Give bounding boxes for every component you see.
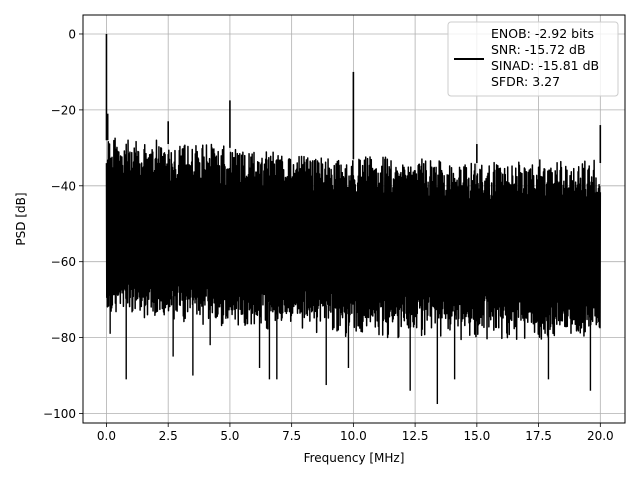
y-tick-label: −100: [43, 407, 76, 421]
x-tick-label: 17.5: [525, 429, 552, 443]
x-tick-label: 15.0: [463, 429, 490, 443]
x-tick-label: 0.0: [97, 429, 116, 443]
legend-entry-sfdr: SFDR: 3.27: [491, 74, 560, 89]
legend: ENOB: -2.92 bits SNR: -15.72 dB SINAD: -…: [447, 21, 619, 97]
y-axis-label: PSD [dB]: [14, 192, 28, 245]
x-axis-label: Frequency [MHz]: [304, 451, 405, 465]
legend-entry-snr: SNR: -15.72 dB: [491, 42, 586, 57]
y-axis: 0 −20 −40 −60 −80 −100: [43, 27, 83, 421]
y-tick-label: 0: [68, 27, 76, 41]
y-tick-label: −60: [51, 255, 76, 269]
legend-entry-sinad: SINAD: -15.81 dB: [491, 58, 599, 73]
x-axis: 0.0 2.5 5.0 7.5 10.0 12.5 15.0 17.5 20.0: [97, 423, 614, 443]
series-psd: [105, 33, 602, 405]
legend-entry-enob: ENOB: -2.92 bits: [491, 26, 594, 41]
x-tick-label: 20.0: [587, 429, 614, 443]
legend-box: [447, 21, 619, 97]
plot-frame: [82, 14, 626, 424]
y-tick-label: −20: [51, 103, 76, 117]
x-tick-label: 2.5: [159, 429, 178, 443]
y-tick-label: −80: [51, 331, 76, 345]
x-tick-label: 10.0: [340, 429, 367, 443]
psd-trace: [105, 137, 602, 341]
x-tick-label: 5.0: [220, 429, 239, 443]
x-tick-label: 7.5: [282, 429, 301, 443]
y-tick-label: −40: [51, 179, 76, 193]
x-tick-label: 12.5: [402, 429, 429, 443]
